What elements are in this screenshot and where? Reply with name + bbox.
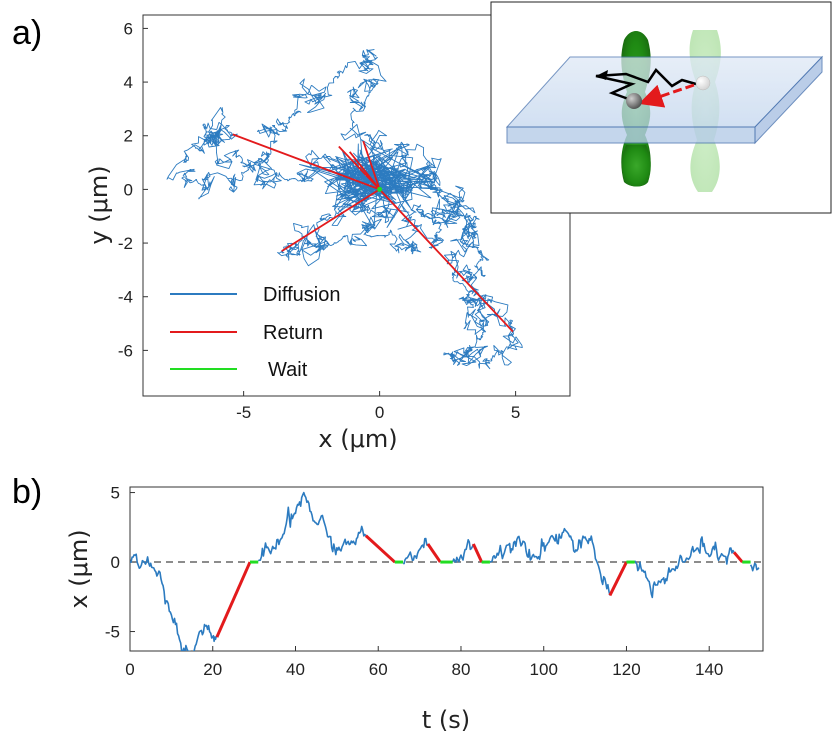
panel-a-xtick-label: 5 — [511, 403, 520, 422]
panel-b-xtick-label: 0 — [125, 660, 134, 679]
panel-b-diffusion-trace — [130, 491, 760, 651]
glass-slab-front — [506, 126, 756, 144]
panel-b-return-segments — [215, 534, 744, 638]
zigzag-arrowhead — [596, 70, 608, 80]
panel-b-ytick-label: 5 — [111, 484, 120, 503]
panel-a-diffusion-trace — [166, 49, 523, 370]
panel-a-legend: Diffusion Return Wait — [170, 284, 340, 381]
diffusion-trace — [130, 491, 760, 651]
panel-a-ytick-label: -4 — [118, 288, 133, 307]
panel-b-xtick-label: 80 — [452, 660, 471, 679]
return-segment — [364, 534, 396, 564]
return-segment — [732, 551, 744, 564]
panel-b-xtick-label: 120 — [612, 660, 640, 679]
return-line — [348, 151, 381, 190]
legend-wait-label: Wait — [268, 359, 308, 381]
panel-a-return-lines — [232, 133, 514, 333]
return-segment — [472, 543, 484, 563]
panel-a-ylabel: y (μm) — [85, 165, 113, 244]
return-line — [281, 188, 381, 252]
return-line — [378, 188, 514, 333]
panel-b-xtick-label: 60 — [369, 660, 388, 679]
panel-a-xtick-label: 0 — [375, 403, 384, 422]
bead-trajectory-zigzag — [595, 68, 697, 103]
panel-a-xlabel: x (μm) — [318, 425, 397, 453]
panel-a-ticks: -5 0 5 -6 -4 -2 0 2 4 6 — [118, 19, 520, 422]
glass-slab-side — [754, 55, 823, 145]
panel-a-ytick-label: -6 — [118, 341, 133, 360]
panel-a-wait-marker — [377, 186, 383, 192]
return-segment — [608, 561, 628, 597]
legend-return-label: Return — [263, 322, 323, 344]
inset-trap-illustration — [490, 1, 832, 214]
ghost-bead — [695, 75, 711, 91]
trapped-bead — [626, 93, 642, 109]
diffusion-path — [166, 49, 523, 370]
panel-b-xtick-label: 40 — [286, 660, 305, 679]
panel-b-xtick-label: 20 — [203, 660, 222, 679]
panel-b-frame — [129, 486, 764, 652]
panel-b-plot: 0 20 40 60 80 100 120 140 -5 0 5 t (s) x (μm) — [65, 484, 764, 734]
return-line — [362, 140, 381, 190]
panel-label-a: a) — [12, 14, 42, 52]
return-segment — [215, 561, 252, 638]
return-arrow — [638, 83, 695, 108]
panel-b-xlabel: t (s) — [422, 706, 470, 734]
panel-a-ytick-label: -2 — [118, 234, 133, 253]
panel-a-ytick-label: 6 — [124, 19, 133, 38]
panel-a-ytick-label: 2 — [124, 127, 133, 146]
legend-diffusion-label: Diffusion — [263, 284, 340, 306]
wait-point — [377, 186, 383, 192]
panel-a-ytick-label: 4 — [124, 73, 133, 92]
panel-b-ticks: 0 20 40 60 80 100 120 140 -5 0 5 — [105, 484, 724, 679]
panel-a-xtick-label: -5 — [236, 403, 251, 422]
panel-b-xtick-label: 140 — [695, 660, 723, 679]
return-segment — [426, 543, 442, 563]
panel-label-b: b) — [12, 473, 42, 511]
return-line — [232, 133, 380, 191]
panel-b-ylabel: x (μm) — [65, 529, 93, 608]
panel-a-ytick-label: 0 — [124, 180, 133, 199]
panel-b-xtick-label: 100 — [530, 660, 558, 679]
trap-beam-lower — [622, 145, 651, 187]
panel-b-ytick-label: 0 — [111, 553, 120, 572]
panel-b-ytick-label: -5 — [105, 623, 120, 642]
